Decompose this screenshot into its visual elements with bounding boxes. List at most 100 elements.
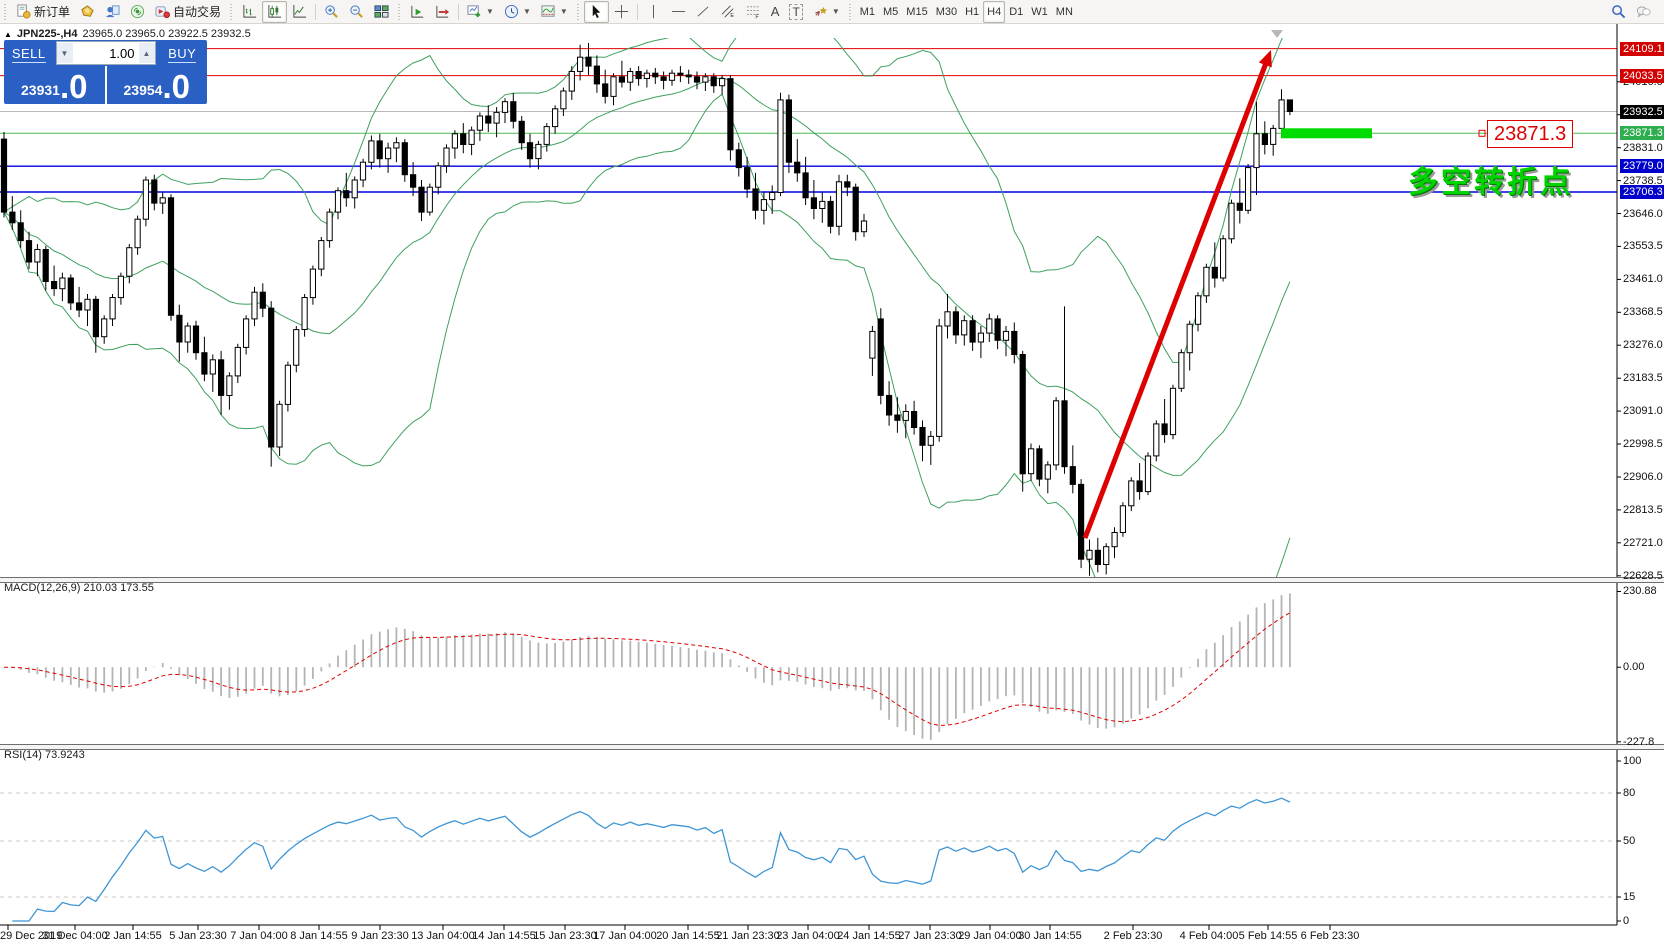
- chart-title: ▲ JPN225-,H4 23965.0 23965.0 23922.5 239…: [4, 28, 251, 40]
- timeframe-button-h1[interactable]: H1: [965, 5, 980, 18]
- price-tick-label: 23461.0: [1623, 273, 1663, 285]
- bar-chart-button[interactable]: [237, 1, 262, 23]
- time-tick-label: 8 Jan 14:55: [290, 930, 348, 942]
- price-axis[interactable]: 24016.023923.523831.023738.523646.023553…: [1617, 24, 1664, 927]
- rsi-axis-label: 80: [1623, 787, 1636, 799]
- toolbar-grip[interactable]: [229, 3, 235, 20]
- line-chart-button[interactable]: [287, 1, 312, 23]
- tile-windows-icon: [374, 5, 389, 18]
- toolbar-grip[interactable]: [3, 3, 8, 20]
- new-order-button[interactable]: 新订单: [11, 1, 75, 23]
- rsi-axis-label: 15: [1623, 891, 1636, 903]
- vline-tool-button[interactable]: [641, 1, 666, 23]
- volume-input[interactable]: [72, 44, 139, 62]
- price-tick-label: 22906.0: [1623, 471, 1663, 483]
- sell-price[interactable]: 23931 .0: [21, 68, 88, 105]
- new-chart-icon: [467, 5, 481, 18]
- chart-surface[interactable]: [0, 24, 1664, 949]
- fibonacci-tool-button[interactable]: F: [741, 1, 766, 23]
- bollinger-bands: [3, 38, 1291, 577]
- data-window-button[interactable]: [100, 1, 125, 23]
- rsi-axis-label: 100: [1623, 755, 1642, 767]
- autotrading-button[interactable]: 自动交易: [150, 1, 226, 23]
- toolbar-grip[interactable]: [575, 3, 581, 20]
- candlestick-button[interactable]: [262, 0, 288, 23]
- time-tick-label: 31 Dec 04:00: [42, 930, 108, 942]
- price-annotation-box[interactable]: 23871.3: [1487, 120, 1574, 148]
- crosshair-icon: [614, 4, 628, 19]
- axis-frame: [0, 24, 1618, 926]
- timeframe-bar: M1 M5 M15 M30 H1 H4 D1 W1 MN: [856, 0, 1077, 23]
- timeframe-button-w1[interactable]: W1: [1031, 5, 1048, 18]
- period-button[interactable]: ▼: [499, 1, 536, 23]
- trend-arrow[interactable]: [1082, 50, 1272, 539]
- chinese-annotation-text[interactable]: 多空转折点: [1408, 166, 1573, 199]
- new-order-icon: [17, 4, 31, 19]
- axis-tick-marks: [7, 81, 1621, 930]
- chart-window: ▲ JPN225-,H4 23965.0 23965.0 23922.5 239…: [0, 24, 1664, 949]
- timeframe-button-m15[interactable]: M15: [906, 5, 928, 18]
- arrows-tool-button[interactable]: ▼: [808, 1, 845, 23]
- bollinger-upper: [3, 38, 1284, 364]
- time-tick-label: 13 Jan 04:00: [411, 930, 475, 942]
- timeframe-button-h4[interactable]: H4: [983, 0, 1006, 23]
- price-tick-label: 22813.5: [1623, 504, 1663, 516]
- price-line-label: 24033.5: [1620, 69, 1664, 83]
- sell-button[interactable]: SELL: [11, 45, 46, 63]
- price-tick-label: 23183.5: [1623, 372, 1663, 384]
- new-chart-button[interactable]: ▼: [462, 1, 499, 23]
- signal-icon: [130, 4, 145, 19]
- channel-tool-button[interactable]: E: [716, 1, 741, 23]
- text-tool-icon: A: [770, 4, 780, 19]
- toolbar-grip[interactable]: [847, 3, 853, 20]
- time-tick-label: 30 Jan 14:55: [1018, 930, 1082, 942]
- price-tick-label: 23646.0: [1623, 208, 1663, 220]
- timeframe-button-mn[interactable]: MN: [1055, 5, 1073, 18]
- signals-button[interactable]: [125, 1, 150, 23]
- tile-windows-button[interactable]: [369, 1, 394, 23]
- hline-tool-button[interactable]: [666, 1, 691, 23]
- time-tick-label: 20 Jan 14:55: [656, 930, 720, 942]
- timeframe-button-m5[interactable]: M5: [883, 5, 899, 18]
- zoom-out-button[interactable]: [344, 1, 369, 23]
- candlestick-icon: [268, 4, 282, 18]
- timeframe-button-m1[interactable]: M1: [859, 5, 876, 18]
- market-watch-button[interactable]: [75, 1, 100, 23]
- volume-increase-button[interactable]: ▲: [138, 43, 155, 63]
- text-tool-button[interactable]: A: [766, 1, 785, 23]
- volume-decrease-button[interactable]: ▼: [56, 43, 73, 63]
- zoom-in-button[interactable]: [319, 1, 344, 23]
- volume-box: ▼ ▲: [55, 41, 156, 65]
- timeframe-button-m30[interactable]: M30: [935, 5, 958, 18]
- autotrading-icon: [155, 6, 171, 19]
- label-tool-icon: T: [789, 3, 803, 20]
- indicators-button[interactable]: ▼: [536, 1, 573, 23]
- macd-splitter[interactable]: [0, 577, 1664, 583]
- search-icon: [1612, 5, 1626, 19]
- price-tick-label: 22628.5: [1623, 570, 1663, 582]
- auto-scroll-button[interactable]: [405, 1, 430, 23]
- search-button[interactable]: [1606, 1, 1631, 23]
- bollinger-lower: [3, 93, 1291, 577]
- arrows-icon: [815, 6, 827, 16]
- label-tool-button[interactable]: T: [784, 1, 807, 23]
- time-tick-label: 6 Feb 23:30: [1300, 930, 1360, 942]
- buy-button[interactable]: BUY: [168, 45, 197, 63]
- toolbar-grip[interactable]: [397, 3, 403, 20]
- green-highlight-bar[interactable]: [1281, 128, 1372, 139]
- rsi-splitter[interactable]: [0, 744, 1664, 750]
- rsi-axis-label: 0: [1623, 915, 1630, 927]
- chat-button[interactable]: [1631, 1, 1656, 23]
- macd-axis-label: 0.00: [1623, 661, 1645, 673]
- chart-shift-button[interactable]: [430, 1, 455, 23]
- cursor-tool-button[interactable]: [583, 0, 609, 23]
- time-tick-label: 9 Jan 23:30: [351, 930, 409, 942]
- price-tick-label: 23738.5: [1623, 175, 1663, 187]
- collapse-triangle-icon[interactable]: ▲: [4, 29, 12, 39]
- timeframe-button-d1[interactable]: D1: [1009, 5, 1024, 18]
- svg-text:F: F: [755, 15, 759, 19]
- trendline-tool-button[interactable]: [691, 1, 716, 23]
- buy-price[interactable]: 23954 .0: [123, 68, 190, 105]
- crosshair-tool-button[interactable]: [609, 1, 634, 23]
- price-tick-label: 23276.0: [1623, 339, 1663, 351]
